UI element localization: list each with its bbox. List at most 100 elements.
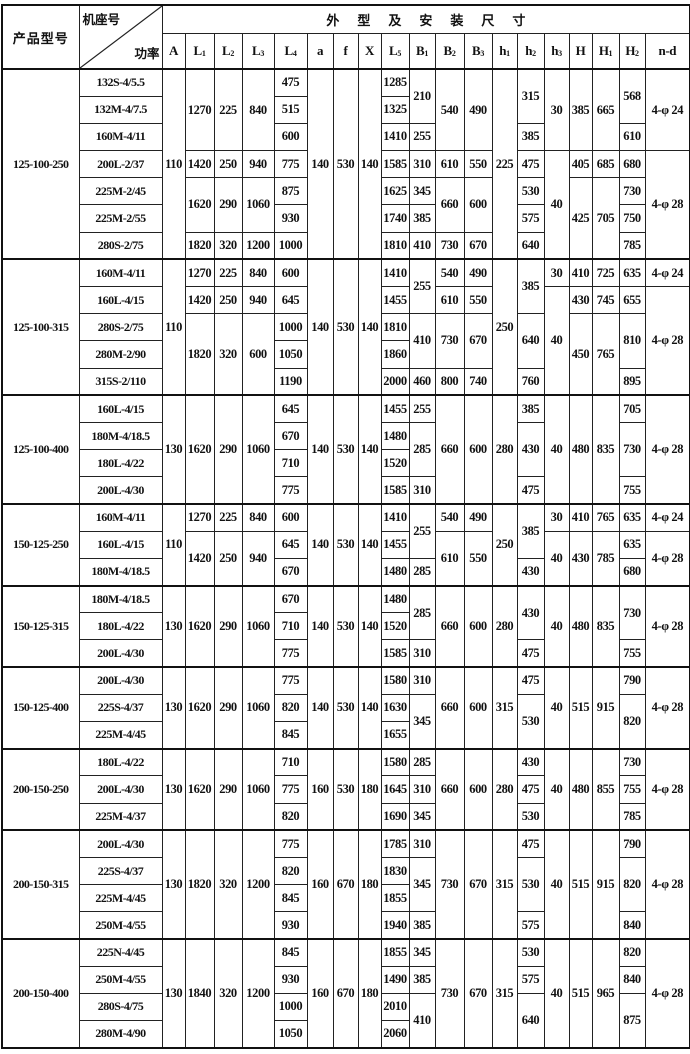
dimension-cell: 410 — [408, 231, 436, 260]
column-header-subscript: 3 — [558, 49, 562, 58]
dimension-cell: 140 — [357, 584, 382, 668]
dimension-cell: 640 — [516, 231, 545, 260]
column-header: h2 — [516, 33, 545, 70]
dimension-cell: 835 — [591, 394, 620, 505]
dimension-cell: 475 — [516, 476, 545, 505]
dimension-cell: 320 — [213, 231, 243, 260]
dimension-cell: 820 — [618, 856, 646, 913]
dimension-cell: 665 — [591, 68, 620, 152]
dimension-cell: 840 — [618, 965, 646, 994]
dimension-cell: 1690 — [380, 802, 410, 831]
dimension-cell: 790 — [618, 829, 646, 858]
dimension-cell: 40 — [543, 394, 570, 505]
dimension-cell: 140 — [357, 503, 382, 587]
dimension-cell: 915 — [591, 666, 620, 750]
dimension-cell: 310 — [408, 666, 436, 695]
dimension-cell: 568 — [618, 67, 646, 124]
dimension-cell: 1270 — [184, 502, 215, 532]
dimension-cell: 450 — [568, 313, 593, 396]
frame-power-cell: 225M-2/55 — [78, 204, 163, 233]
dimension-cell: 840 — [241, 502, 275, 532]
dimension-cell: 1490 — [380, 965, 410, 994]
dimension-cell: 40 — [543, 938, 570, 1049]
frame-power-cell: 315S-2/110 — [78, 367, 163, 396]
table-row: 160L-4/15 1420 250 940 645 1455 610 550 40 430 785… — [2, 530, 690, 587]
table-row: 200L-2/37 1420 250 940 775 1585 310 610 550 475 40… — [2, 150, 690, 260]
table-row: 125-100-315 160M-4/11 110 1270 225 840 600 140 5… — [1, 258, 690, 396]
dimension-cell: 790 — [618, 666, 646, 695]
dimension-cell: 680 — [618, 150, 646, 179]
dimension-cell: 1620 — [184, 666, 215, 750]
dimension-cell: 845 — [273, 937, 308, 967]
table-row: 280S-2/75 1820 320 600 1000 1810 410 730 670 640 4… — [2, 313, 690, 396]
dimension-cell: 610 — [434, 285, 465, 315]
frame-power-cell: 160M-4/11 — [78, 502, 163, 532]
frame-power-cell: 180L-4/22 — [78, 449, 163, 478]
dimension-cell: 385 — [408, 911, 436, 940]
dimension-cell: 1455 — [380, 394, 410, 423]
dimension-cell: 315 — [516, 67, 545, 124]
column-header: H — [568, 33, 593, 70]
dimension-cell: 110 — [161, 67, 186, 260]
dimension-cell: 930 — [273, 204, 308, 233]
dimension-cell: 600 — [273, 258, 308, 288]
dimension-cell: 775 — [273, 639, 308, 668]
column-header-subscript: 2 — [532, 49, 536, 58]
dimension-cell: 4-φ 24 — [644, 68, 690, 152]
column-header: h1 — [491, 33, 518, 70]
dimension-cell: 725 — [591, 258, 620, 288]
dimension-cell: 515 — [568, 829, 593, 940]
dimension-cell: 820 — [273, 693, 308, 723]
dimension-cell: 1270 — [184, 258, 215, 288]
dimension-cell: 180 — [357, 829, 382, 940]
dimension-cell: 1200 — [241, 231, 275, 260]
column-header: L5 — [380, 33, 410, 70]
frame-power-cell: 250M-4/55 — [78, 911, 163, 940]
dimension-cell: 1785 — [380, 829, 410, 858]
dimension-cell: 1820 — [184, 313, 215, 396]
dimension-cell: 140 — [357, 67, 382, 260]
dimension-cell: 1000 — [273, 231, 308, 260]
dimension-cell: 1630 — [380, 693, 410, 723]
dimension-cell: 745 — [591, 285, 620, 315]
frame-power-cell: 180L-4/22 — [78, 747, 163, 777]
table-row: 225S-4/37 820 1830 345 530 820 — [2, 856, 690, 913]
column-header-symbol: H — [625, 43, 636, 58]
dimension-cell: 4-φ 24 — [644, 258, 690, 288]
dimension-cell: 775 — [273, 829, 308, 858]
frame-power-cell: 200L-4/30 — [78, 829, 163, 858]
table-row: 250M-4/55 930 1940 385 575 840 — [2, 911, 690, 940]
dimension-cell: 280 — [491, 394, 518, 505]
dimension-cell: 530 — [332, 503, 359, 587]
dimension-cell: 660 — [434, 747, 465, 831]
frame-no-label: 机座号 — [82, 13, 121, 27]
dimension-cell: 1655 — [380, 720, 410, 750]
column-header: L2 — [213, 33, 243, 70]
dimension-cell: 1200 — [241, 938, 275, 1049]
dimension-cell: 1050 — [273, 1020, 308, 1049]
dimension-cell: 835 — [591, 584, 620, 668]
dimension-cell: 30 — [543, 68, 570, 152]
dimension-cell: 775 — [273, 476, 308, 505]
dimension-cell: 1050 — [273, 340, 308, 369]
column-header-subscript: 1 — [608, 49, 613, 58]
dimension-cell: 670 — [463, 938, 493, 1049]
dimension-cell: 1520 — [380, 449, 410, 478]
dimension-cell: 740 — [463, 367, 493, 396]
dimension-cell: 225 — [213, 68, 243, 152]
dimension-cell: 2000 — [380, 367, 410, 396]
table-body: 125-100-250 132S-4/5.5 110 1270 225 840 475 140… — [1, 67, 690, 1049]
dimension-cell: 130 — [161, 584, 186, 668]
dimension-cell: 475 — [516, 829, 545, 858]
dimension-cell: 1830 — [380, 856, 410, 886]
dimension-cell: 1190 — [273, 367, 308, 396]
dimension-cell: 875 — [618, 992, 646, 1049]
frame-power-cell: 225M-4/45 — [78, 884, 163, 913]
dimension-cell: 490 — [463, 258, 493, 288]
frame-power-cell: 200L-4/30 — [78, 476, 163, 505]
dimension-cell: 1620 — [184, 177, 215, 233]
frame-power-cell: 160M-4/11 — [78, 258, 163, 288]
frame-power-cell: 180M-4/18.5 — [78, 584, 163, 614]
dimension-cell: 1060 — [241, 747, 275, 831]
dimension-cell: 540 — [434, 502, 465, 532]
